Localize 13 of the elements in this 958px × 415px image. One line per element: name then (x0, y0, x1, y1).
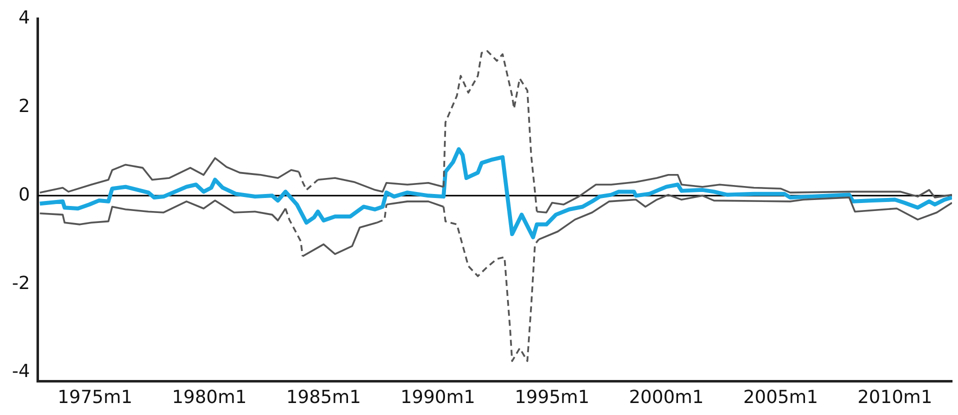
x-tick-label: 1980m1 (172, 386, 247, 408)
x-tick-label: 2010m1 (857, 386, 932, 408)
x-tick-label: 1995m1 (514, 386, 590, 408)
x-tick-label: 2000m1 (628, 386, 704, 408)
x-tick-label: 1975m1 (58, 386, 132, 408)
x-tick-label: 1985m1 (286, 386, 361, 408)
y-tick-label: 0 (18, 184, 30, 206)
x-tick-label: 2005m1 (743, 386, 818, 408)
y-tick-label: -2 (12, 272, 30, 294)
y-tick-label: 2 (18, 96, 30, 117)
y-tick-label: -4 (12, 361, 30, 382)
x-tick-label: 1990m1 (400, 386, 476, 408)
y-tick-label: 4 (18, 7, 30, 28)
